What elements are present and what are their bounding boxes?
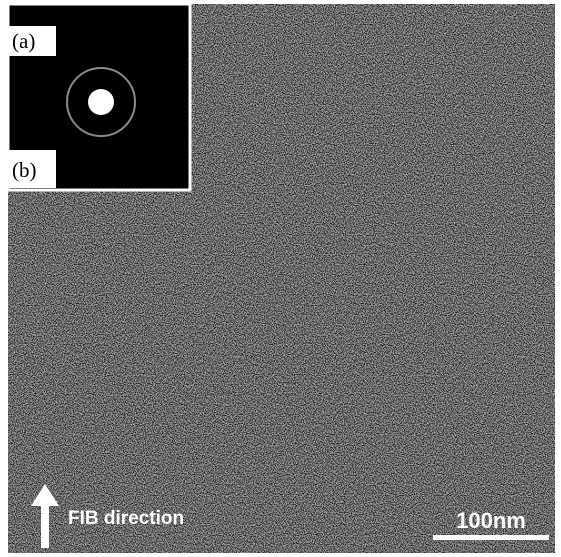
scale-bar-label: 100nm [456,508,526,533]
annotation: FIB direction [68,508,184,529]
scale-bar [433,535,549,540]
panel-label: (b) [12,158,37,182]
micrograph-figure: (a) (b) FIB direction 100nm [0,0,561,557]
diffraction-spot [88,89,114,115]
panel-label: (a) [12,29,35,53]
inset: (a) (b) [8,4,190,190]
